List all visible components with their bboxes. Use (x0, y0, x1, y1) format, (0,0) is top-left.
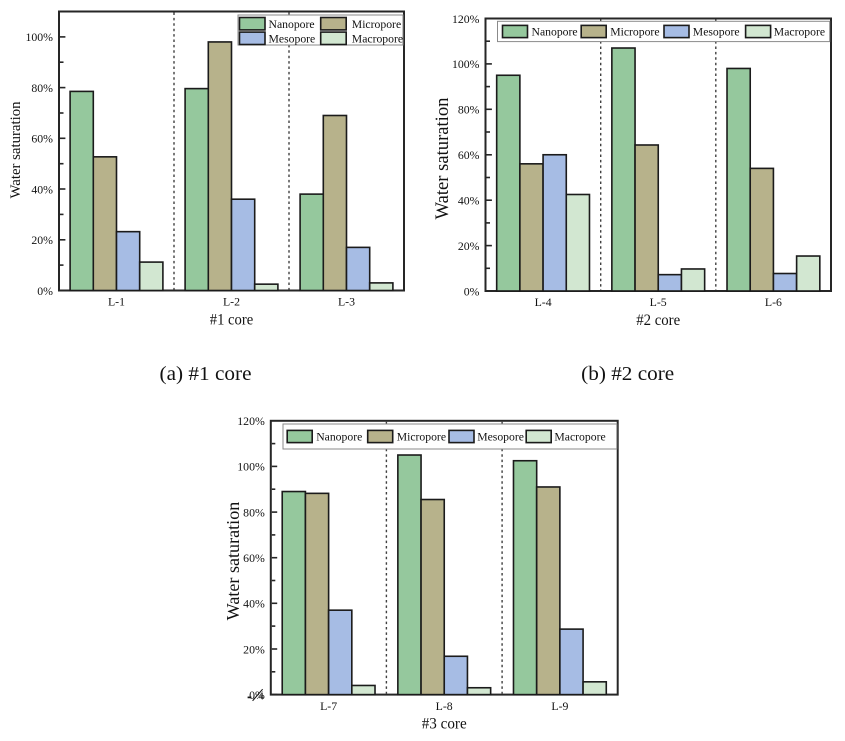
svg-text:#2 core: #2 core (636, 312, 680, 329)
svg-text:0%: 0% (464, 284, 480, 298)
svg-text:0%: 0% (37, 284, 53, 298)
svg-text:(a) #1 core: (a) #1 core (160, 363, 252, 385)
svg-text:Micropore: Micropore (397, 431, 446, 444)
svg-text:Macropore: Macropore (554, 431, 605, 444)
svg-text:20%: 20% (31, 233, 53, 247)
svg-text:Macropore: Macropore (774, 26, 825, 39)
svg-text:20%: 20% (243, 642, 265, 656)
svg-text:40%: 40% (31, 182, 53, 196)
svg-text:L-5: L-5 (650, 295, 667, 309)
svg-text:Water saturation: Water saturation (432, 97, 453, 220)
svg-text:60%: 60% (243, 551, 265, 565)
svg-text:#3 core: #3 core (422, 716, 467, 733)
svg-text:120%: 120% (452, 12, 480, 26)
svg-text:Nanopore: Nanopore (269, 18, 315, 31)
svg-text:(b) #2 core: (b) #2 core (581, 363, 674, 385)
svg-text:40%: 40% (243, 597, 265, 611)
svg-text:80%: 80% (243, 505, 265, 519)
svg-text:80%: 80% (458, 103, 480, 117)
svg-text:4: 4 (259, 692, 264, 702)
svg-text:40%: 40% (458, 194, 480, 208)
svg-text:L-8: L-8 (436, 699, 453, 713)
svg-text:Water saturation: Water saturation (223, 502, 243, 621)
svg-text:L-7: L-7 (320, 699, 337, 713)
svg-text:100%: 100% (25, 30, 53, 44)
svg-text:L-2: L-2 (223, 295, 240, 309)
svg-text:Nanopore: Nanopore (532, 26, 578, 39)
svg-text:Macropore: Macropore (352, 33, 403, 46)
svg-text:L-9: L-9 (551, 699, 568, 713)
svg-text:Micropore: Micropore (610, 26, 659, 39)
svg-text:Mesopore: Mesopore (269, 33, 316, 46)
svg-text:L-6: L-6 (765, 295, 782, 309)
svg-text:Water saturation: Water saturation (8, 101, 24, 199)
svg-text:Mesopore: Mesopore (693, 26, 740, 39)
svg-text:Micropore: Micropore (352, 18, 401, 31)
svg-text:L-1: L-1 (108, 295, 125, 309)
svg-text:100%: 100% (452, 57, 480, 71)
svg-text:L-4: L-4 (535, 295, 552, 309)
svg-text:#1 core: #1 core (210, 312, 254, 329)
svg-text:Nanopore: Nanopore (316, 431, 362, 444)
svg-text:L-3: L-3 (338, 295, 355, 309)
svg-text:Mesopore: Mesopore (477, 431, 524, 444)
svg-text:60%: 60% (31, 132, 53, 146)
svg-text:80%: 80% (31, 81, 53, 95)
svg-text:20%: 20% (458, 239, 480, 253)
svg-text:60%: 60% (458, 148, 480, 162)
svg-text:100%: 100% (237, 460, 265, 474)
svg-text:120%: 120% (237, 414, 265, 428)
